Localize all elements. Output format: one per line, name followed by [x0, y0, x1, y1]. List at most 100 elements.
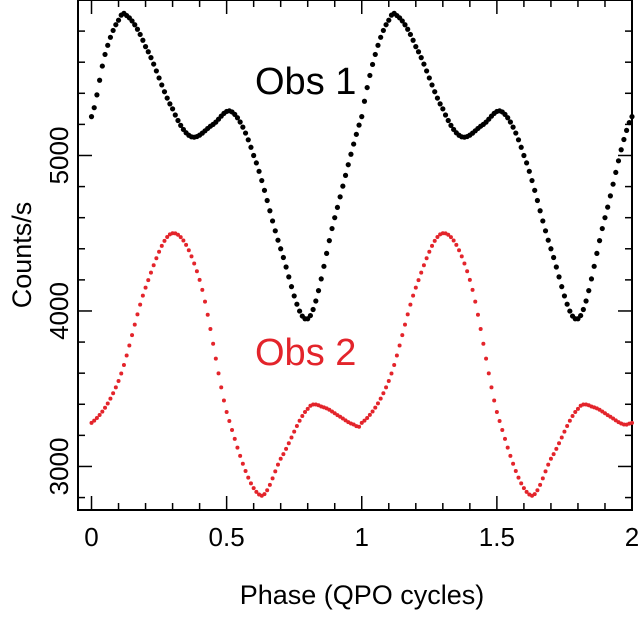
data-point [99, 63, 105, 69]
data-point [219, 385, 224, 390]
data-point [502, 436, 507, 441]
y-tick-label: 3000 [44, 438, 74, 496]
data-point [630, 420, 634, 425]
data-point [205, 312, 210, 317]
data-point [578, 312, 584, 319]
data-point [265, 488, 270, 493]
data-point [142, 44, 149, 50]
data-point [372, 51, 378, 58]
data-point [437, 101, 443, 107]
data-point [105, 401, 110, 406]
data-point [492, 398, 497, 403]
data-point [94, 416, 99, 421]
data-point [113, 22, 119, 28]
data-point [261, 187, 268, 193]
data-point [143, 285, 148, 290]
data-point [494, 410, 499, 415]
data-point [618, 147, 624, 153]
data-point [181, 238, 186, 243]
data-point [459, 254, 464, 259]
data-point [551, 254, 557, 261]
data-point [251, 152, 257, 159]
data-point [540, 218, 546, 224]
data-point [397, 343, 402, 348]
data-point [532, 187, 538, 193]
data-point [145, 49, 151, 55]
data-point [92, 418, 97, 423]
data-point [297, 308, 303, 314]
data-point [200, 287, 205, 292]
data-point [348, 151, 354, 157]
data-point [375, 42, 381, 48]
data-point [151, 263, 156, 268]
data-point [297, 418, 302, 423]
data-point [599, 225, 605, 232]
data-point [303, 410, 308, 415]
data-point [345, 162, 351, 168]
data-point [446, 232, 451, 237]
data-point [216, 371, 221, 376]
data-point [427, 249, 432, 254]
data-point [240, 461, 245, 466]
data-point [97, 77, 103, 83]
data-point [380, 27, 386, 34]
data-point [535, 488, 540, 493]
data-point [243, 469, 248, 474]
data-point [321, 263, 327, 269]
data-point [165, 235, 170, 240]
data-point [269, 218, 276, 224]
data-point [264, 197, 270, 204]
data-point [434, 95, 441, 101]
data-point [394, 353, 399, 358]
data-point [146, 278, 151, 283]
data-point [326, 238, 332, 244]
data-point [284, 446, 289, 451]
data-point [375, 401, 380, 406]
x-axis-label: Phase (QPO cycles) [240, 580, 485, 610]
data-point [169, 106, 176, 112]
data-point [429, 82, 435, 88]
data-point [596, 238, 603, 244]
data-point [232, 436, 237, 441]
data-point [405, 312, 410, 317]
data-point [281, 452, 286, 457]
data-point [337, 194, 343, 200]
data-point [470, 287, 475, 292]
data-point [626, 120, 632, 126]
data-point [211, 341, 216, 346]
data-point [416, 278, 421, 283]
data-point [473, 299, 478, 304]
data-point [270, 476, 275, 481]
data-point [526, 168, 532, 174]
data-point [605, 204, 611, 210]
data-point [408, 302, 413, 307]
data-point [289, 435, 294, 440]
data-point [365, 415, 370, 420]
data-point [557, 441, 562, 446]
data-point [305, 406, 310, 411]
data-point [451, 238, 456, 243]
data-point [164, 95, 170, 101]
data-point [378, 34, 384, 40]
data-point [508, 453, 513, 458]
data-point [256, 168, 262, 174]
data-point [442, 112, 449, 118]
data-point [440, 106, 446, 112]
data-point [432, 89, 438, 95]
data-point [273, 469, 278, 474]
data-point [332, 215, 338, 221]
data-point [351, 141, 357, 147]
data-point [262, 492, 267, 497]
series-1-points [88, 10, 635, 322]
data-point [521, 152, 527, 159]
data-point [278, 456, 283, 461]
data-point [610, 181, 616, 187]
data-point [97, 413, 102, 418]
data-point [254, 489, 259, 494]
series-label-2: Obs 2 [255, 332, 356, 374]
data-point [529, 177, 535, 184]
data-point [553, 264, 559, 270]
data-point [411, 293, 416, 298]
data-point [594, 250, 600, 256]
data-point [505, 445, 510, 450]
